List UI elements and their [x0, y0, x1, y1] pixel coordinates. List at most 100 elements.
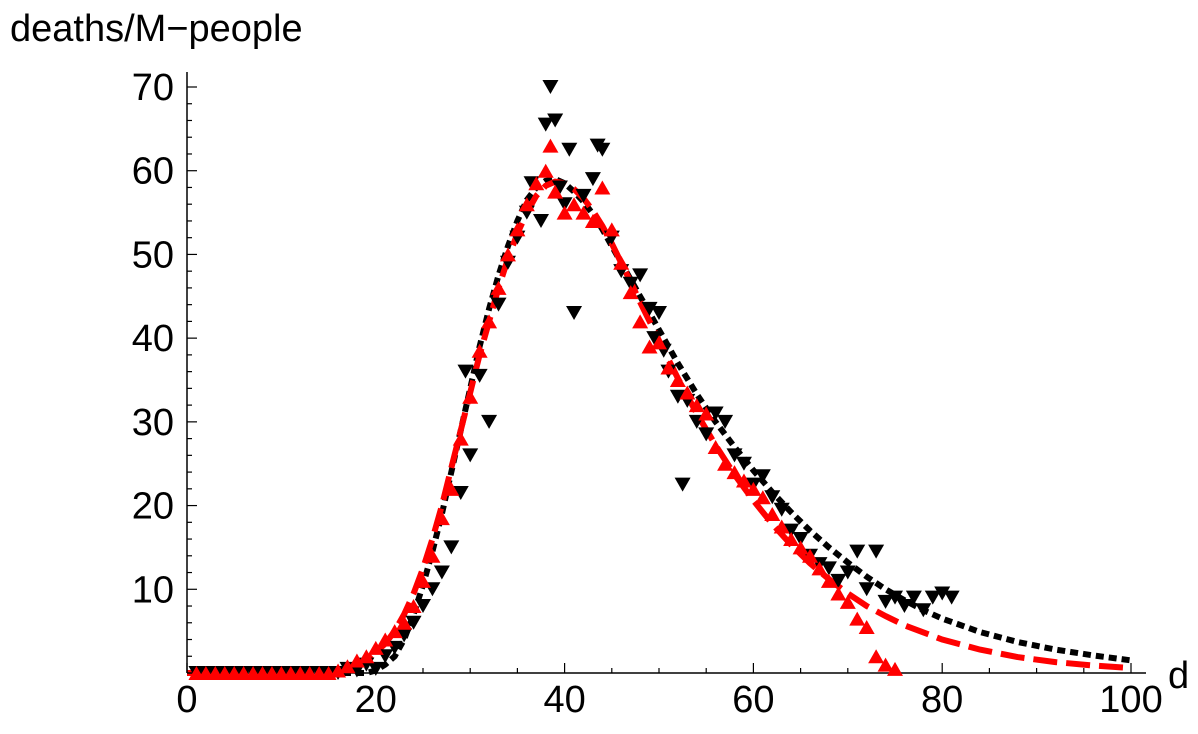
data-point-red-up [547, 184, 564, 199]
y-axis-label: deaths/M−people [10, 8, 303, 50]
data-point-black-down [622, 276, 639, 291]
data-point-red-up [443, 481, 460, 496]
data-point-red-up [386, 624, 403, 639]
data-point-red-up [396, 615, 413, 630]
data-point-black-down [735, 456, 752, 471]
data-point-black-down [646, 331, 663, 346]
data-point-red-up [802, 548, 819, 563]
y-tick-label: 70 [132, 67, 174, 109]
data-point-red-up [849, 611, 866, 626]
data-point-red-up [462, 389, 479, 404]
data-point-red-up [641, 339, 658, 354]
data-point-black-down [551, 180, 568, 195]
data-point-black-down [849, 544, 866, 559]
data-point-red-up [783, 532, 800, 547]
data-point-black-down [556, 197, 573, 212]
x-axis-label: d [1168, 655, 1190, 697]
data-point-red-up [613, 255, 630, 270]
data-point-red-up [679, 385, 696, 400]
data-point-red-up [433, 511, 450, 526]
data-point-black-down [858, 582, 875, 597]
data-point-black-down [868, 544, 885, 559]
data-point-black-down [924, 590, 941, 605]
x-tick-label: 0 [176, 679, 197, 721]
data-point-red-up [830, 586, 847, 601]
data-point-red-up [339, 659, 356, 674]
data-point-red-up [622, 285, 639, 300]
x-tick-label: 40 [543, 679, 585, 721]
data-point-red-up [452, 431, 469, 446]
y-tick-label: 10 [132, 569, 174, 611]
data-point-black-down [632, 268, 649, 283]
data-point-black-down [726, 448, 743, 463]
data-point-red-up [858, 619, 875, 634]
data-point-black-down [415, 599, 431, 614]
data-point-red-up [566, 197, 583, 212]
data-point-black-down [934, 586, 951, 601]
data-point-black-down [764, 490, 781, 505]
data-point-red-up [726, 465, 743, 480]
data-point-black-down [717, 414, 734, 429]
data-point-red-up [688, 398, 705, 413]
y-tick-label: 20 [132, 486, 174, 528]
data-point-red-up [594, 180, 611, 195]
data-point-red-up [877, 657, 894, 672]
x-tick-label: 60 [732, 679, 774, 721]
data-point-red-up [405, 599, 422, 614]
data-point-red-up [764, 506, 781, 521]
data-point-black-down [839, 565, 856, 580]
data-point-red-up [509, 222, 526, 237]
data-point-black-down [566, 306, 583, 321]
data-point-red-up [820, 573, 837, 588]
data-point-black-down [537, 117, 554, 132]
data-point-black-down [396, 628, 413, 643]
data-point-red-up [669, 373, 686, 387]
data-point-red-up [348, 653, 365, 668]
data-point-black-down [896, 599, 913, 614]
fit-curve-dashed [187, 178, 1132, 676]
data-point-black-down [641, 301, 658, 316]
data-point-black-down [915, 603, 932, 618]
data-point-black-down [594, 142, 611, 157]
data-point-red-up [537, 163, 554, 178]
x-tick-label: 20 [355, 679, 397, 721]
data-point-black-down [542, 80, 559, 94]
data-point-red-up [754, 490, 771, 505]
data-point-red-up [490, 280, 507, 295]
data-point-black-down [561, 142, 578, 157]
data-point-red-up [471, 343, 488, 358]
data-point-black-down [820, 561, 837, 576]
x-tick-label: 100 [1099, 679, 1162, 721]
data-point-red-up [367, 640, 384, 655]
data-point-red-up [556, 205, 573, 220]
data-point-red-up [415, 573, 431, 588]
data-point-red-up [424, 548, 441, 563]
data-point-black-down [651, 306, 667, 321]
data-point-red-up [603, 222, 620, 237]
data-point-black-down [452, 486, 469, 501]
data-point-red-up [717, 456, 734, 471]
data-point-red-up [792, 540, 809, 555]
data-point-black-down [754, 469, 771, 484]
data-point-red-up [584, 213, 601, 228]
y-tick-label: 60 [132, 151, 174, 193]
data-point-red-up [542, 138, 559, 153]
data-point-red-up [518, 197, 535, 212]
data-point-red-up [528, 176, 545, 191]
data-point-black-down [792, 532, 809, 547]
y-tick-label: 50 [132, 234, 174, 276]
fit-curve-dotted [187, 175, 1132, 676]
y-tick-label: 30 [132, 402, 174, 444]
data-point-red-up [735, 473, 752, 488]
data-point-red-up [358, 649, 375, 664]
data-point-black-down [433, 565, 450, 580]
data-point-red-up [839, 594, 856, 609]
data-point-red-up [868, 649, 885, 664]
data-point-black-down [367, 661, 384, 676]
data-point-black-down [547, 113, 564, 128]
data-point-black-down [698, 427, 715, 442]
x-tick-label: 80 [921, 679, 963, 721]
data-point-red-up [632, 314, 649, 329]
data-point-black-down [887, 590, 903, 605]
data-point-black-down [707, 406, 724, 421]
